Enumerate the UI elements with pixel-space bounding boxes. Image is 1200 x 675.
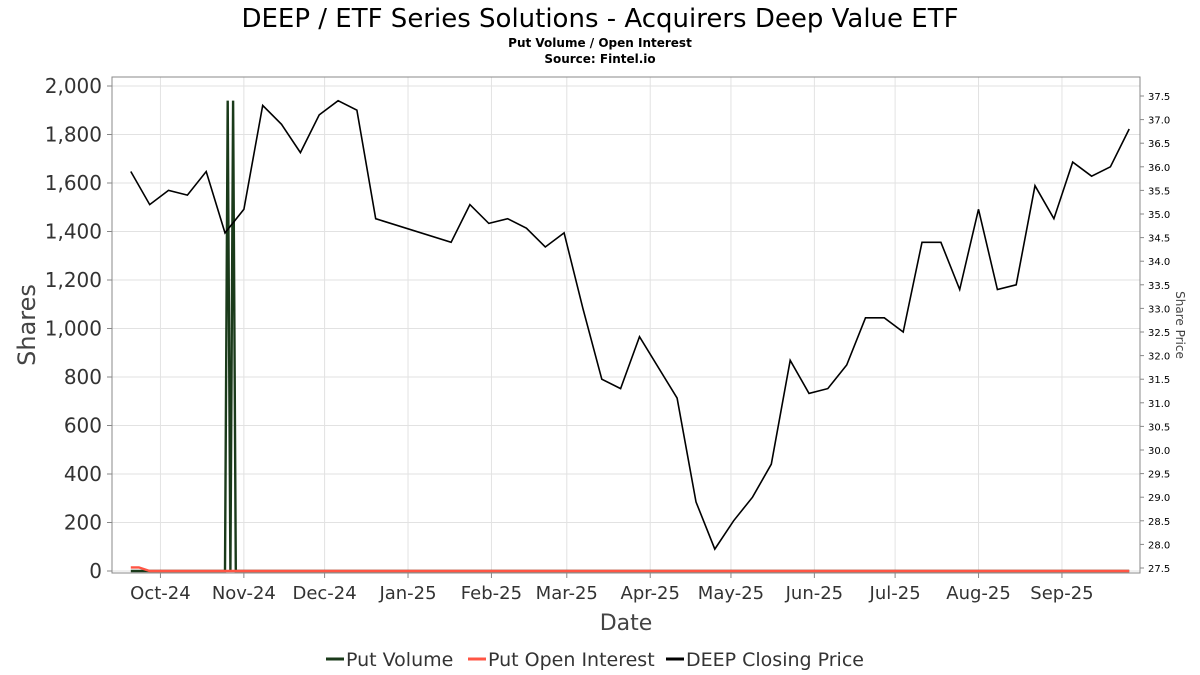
series-line-deep-closing-price xyxy=(130,99,1130,551)
right-tick-label: 35.0 xyxy=(1148,210,1170,221)
left-tick-label: 1,400 xyxy=(45,220,102,244)
right-tick-label: 31.5 xyxy=(1148,375,1170,386)
x-tick-label: Jun-25 xyxy=(785,583,844,604)
x-axis-ticks: Oct-24 Nov-24 Dec-24 Jan-25 Feb-25 Mar-25 Apr-… xyxy=(130,573,1094,604)
left-tick-label: 1,000 xyxy=(45,317,102,341)
x-tick-label: Nov-24 xyxy=(212,583,276,604)
right-tick-label: 31.0 xyxy=(1148,399,1170,410)
right-tick-label: 34.0 xyxy=(1148,257,1170,268)
right-tick-label: 30.0 xyxy=(1148,446,1170,457)
right-tick-label: 27.5 xyxy=(1148,564,1170,575)
right-tick-label: 36.5 xyxy=(1148,139,1170,150)
right-axis-ticks: 27.5 28.0 28.5 29.0 29.5 30.0 30.5 31.0 31.5 32.0… xyxy=(1140,92,1170,575)
chart-title: DEEP / ETF Series Solutions - Acquirers … xyxy=(241,4,958,34)
left-axis-ticks: 0 200 400 600 800 1,000 1,200 1,400 1,600 1,800 2,… xyxy=(45,74,112,583)
left-tick-label: 1,200 xyxy=(45,268,102,292)
right-tick-label: 33.5 xyxy=(1148,281,1170,292)
x-tick-label: Sep-25 xyxy=(1030,583,1093,604)
left-tick-label: 400 xyxy=(64,462,102,486)
right-tick-label: 37.5 xyxy=(1148,92,1170,103)
right-tick-label: 28.0 xyxy=(1148,540,1170,551)
right-tick-label: 32.0 xyxy=(1148,352,1170,363)
x-tick-label: Oct-24 xyxy=(130,583,191,604)
series-layer xyxy=(130,99,1130,573)
plot-area-frame xyxy=(111,76,1141,574)
legend: Put Volume Put Open Interest DEEP Closing … xyxy=(326,649,864,671)
left-tick-label: 0 xyxy=(89,559,102,583)
right-tick-label: 32.5 xyxy=(1148,328,1170,339)
left-tick-label: 800 xyxy=(64,365,102,389)
right-tick-label: 37.0 xyxy=(1148,116,1170,127)
right-tick-label: 35.5 xyxy=(1148,186,1170,197)
right-tick-label: 29.5 xyxy=(1148,470,1170,481)
left-tick-label: 1,800 xyxy=(45,123,102,147)
right-tick-label: 36.0 xyxy=(1148,163,1170,174)
x-tick-label: Mar-25 xyxy=(536,583,598,604)
x-tick-label: May-25 xyxy=(698,583,764,604)
x-tick-label: Apr-25 xyxy=(621,583,680,604)
y-axis-label: Shares xyxy=(13,284,41,366)
x-tick-label: Feb-25 xyxy=(461,583,522,604)
left-tick-label: 2,000 xyxy=(45,74,102,98)
legend-entry-label: Put Volume xyxy=(346,649,453,671)
grid-lines xyxy=(112,77,1140,573)
right-tick-label: 28.5 xyxy=(1148,517,1170,528)
legend-entry-label: Put Open Interest xyxy=(488,649,655,671)
right-tick-label: 33.0 xyxy=(1148,304,1170,315)
x-tick-label: Aug-25 xyxy=(946,583,1011,604)
legend-entry-label: DEEP Closing Price xyxy=(686,649,864,671)
x-tick-label: Dec-24 xyxy=(292,583,356,604)
x-tick-label: Jul-25 xyxy=(869,583,921,604)
series-line-put-open-interest xyxy=(130,566,1130,573)
y2-axis-label: Share Price xyxy=(1173,291,1187,359)
right-tick-label: 34.5 xyxy=(1148,234,1170,245)
right-tick-label: 29.0 xyxy=(1148,493,1170,504)
chart-source: Source: Fintel.io xyxy=(544,52,655,66)
left-tick-label: 200 xyxy=(64,511,102,535)
left-tick-label: 1,600 xyxy=(45,171,102,195)
left-tick-label: 600 xyxy=(64,414,102,438)
x-axis-label: Date xyxy=(600,611,653,636)
right-tick-label: 30.5 xyxy=(1148,422,1170,433)
chart-subtitle: Put Volume / Open Interest xyxy=(508,36,692,50)
x-tick-label: Jan-25 xyxy=(378,583,436,604)
